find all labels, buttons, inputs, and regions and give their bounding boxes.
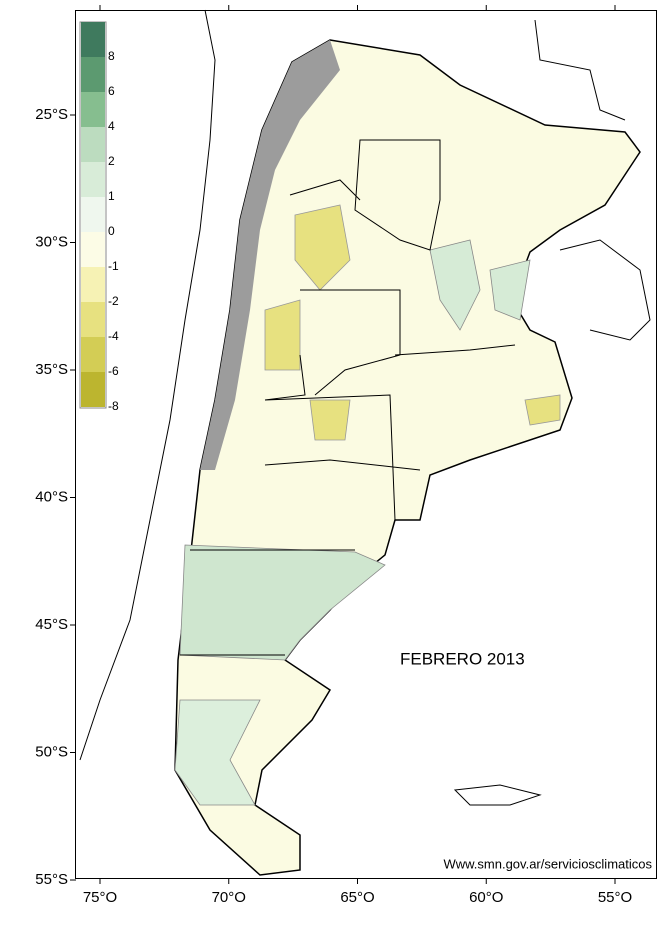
legend-label: -4 [108,329,119,343]
legend-swatch [81,197,105,232]
legend-swatch [81,337,105,372]
lat-tick-label: 40°S [35,488,68,505]
lat-tick-label: 30°S [35,233,68,250]
legend-swatch [81,92,105,127]
lon-tick-label: 75°O [83,889,117,906]
legend-swatch [81,127,105,162]
legend-label: 0 [108,224,115,238]
map: FEBRERO 2013 Www.smn.gov.ar/servicioscli… [0,0,658,932]
lat-tick-label: 55°S [35,871,68,888]
legend-label: 1 [108,189,115,203]
legend-label: 2 [108,154,115,168]
lon-tick-label: 60°O [469,889,503,906]
legend-label: 8 [108,49,115,63]
legend-label: -1 [108,259,119,273]
legend-label: 6 [108,84,115,98]
lat-tick-label: 45°S [35,616,68,633]
credit: Www.smn.gov.ar/serviciosclimaticos [443,856,652,871]
lat-tick-label: 50°S [35,743,68,760]
legend-label: -6 [108,364,119,378]
legend-swatch [81,162,105,197]
legend-label: -8 [108,399,119,413]
lon-tick-label: 70°O [212,889,246,906]
map-title: FEBRERO 2013 [400,649,525,668]
legend-swatch [81,232,105,267]
legend-label: -2 [108,294,119,308]
lon-tick-label: 65°O [340,889,374,906]
lat-tick-label: 35°S [35,361,68,378]
legend-swatch [81,57,105,92]
lon-tick-label: 55°O [598,889,632,906]
legend-swatch [81,302,105,337]
legend-swatch [81,267,105,302]
legend-swatch [81,372,105,407]
lat-tick-label: 25°S [35,106,68,123]
legend-label: 4 [108,119,115,133]
legend-swatch [81,22,105,57]
